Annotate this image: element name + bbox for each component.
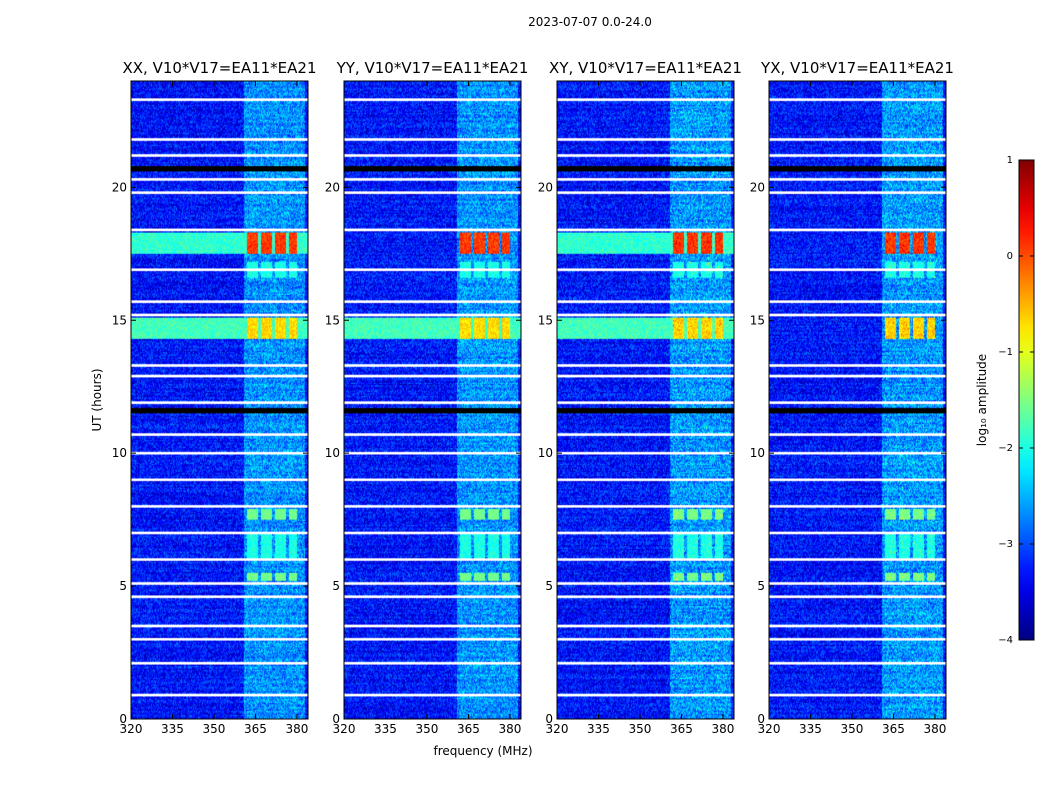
x-tick-label: 335: [587, 722, 610, 736]
panel-title: YX, V10*V17=EA11*EA21: [760, 59, 954, 77]
x-tick-label: 380: [285, 722, 308, 736]
x-tick-label: 365: [882, 722, 905, 736]
y-tick-label: 20: [325, 180, 340, 194]
colorbar-tick-label: 0: [1007, 251, 1013, 262]
x-tick-label: 365: [457, 722, 480, 736]
y-tick-label: 0: [757, 712, 765, 726]
y-tick-label: 0: [545, 712, 553, 726]
y-tick-label: 20: [112, 180, 127, 194]
x-tick-label: 350: [416, 722, 439, 736]
y-tick-label: 10: [112, 446, 127, 460]
y-tick-label: 20: [750, 180, 765, 194]
axes-frame: [768, 80, 947, 720]
y-tick-label: 20: [538, 180, 553, 194]
y-tick-label: 5: [545, 579, 553, 593]
y-axis-label: UT (hours): [90, 368, 104, 431]
y-tick-label: 5: [119, 579, 127, 593]
x-tick-label: 365: [244, 722, 267, 736]
spectrogram-xy: [557, 81, 734, 719]
panel-xx: XX, V10*V17=EA11*EA21 320 335 350 365 380 0 5 10…: [112, 59, 317, 736]
figure-suptitle: 2023-07-07 0.0-24.0: [528, 15, 652, 29]
y-tick-label: 5: [332, 579, 340, 593]
panel-title: XX, V10*V17=EA11*EA21: [122, 59, 316, 77]
y-tick-label: 15: [538, 313, 553, 327]
y-tick-label: 15: [112, 313, 127, 327]
x-axis-label: frequency (MHz): [433, 744, 532, 758]
axes-frame: [130, 80, 309, 720]
panel-yx: YX, V10*V17=EA11*EA21 320 335 350 365 380 0 5 10…: [750, 59, 954, 736]
x-tick-label: 380: [498, 722, 521, 736]
colorbar: 1 0 −1 −2 −3 −4 log₁₀ amplitude: [975, 155, 1035, 646]
panel-xy: XY, V10*V17=EA11*EA21 320 335 350 365 380 0 5 10…: [538, 59, 742, 736]
x-tick-label: 335: [374, 722, 397, 736]
y-tick-label: 10: [750, 446, 765, 460]
x-tick-label: 320: [758, 722, 781, 736]
colorbar-tick-label: −1: [998, 347, 1013, 358]
spectrogram-xx: [131, 81, 308, 719]
y-tick-label: 0: [332, 712, 340, 726]
y-tick-label: 5: [757, 579, 765, 593]
colorbar-tick-label: −4: [998, 635, 1013, 646]
x-tick-label: 380: [711, 722, 734, 736]
panels-group: XX, V10*V17=EA11*EA21 320 335 350 365 380 0 5 10…: [112, 59, 954, 736]
x-tick-label: 320: [546, 722, 569, 736]
colorbar-tick-label: −3: [998, 539, 1013, 550]
x-tick-label: 320: [333, 722, 356, 736]
y-tick-label: 10: [538, 446, 553, 460]
spectrogram-yy: [344, 81, 521, 719]
x-tick-label: 320: [120, 722, 143, 736]
colorbar-label: log₁₀ amplitude: [975, 354, 989, 446]
colorbar-gradient: [1018, 159, 1035, 641]
panel-title: YY, V10*V17=EA11*EA21: [336, 59, 529, 77]
y-tick-label: 10: [325, 446, 340, 460]
y-tick-label: 15: [750, 313, 765, 327]
axes-frame: [343, 80, 522, 720]
y-tick-label: 0: [119, 712, 127, 726]
x-tick-label: 335: [799, 722, 822, 736]
axes-frame: [556, 80, 735, 720]
x-tick-label: 350: [629, 722, 652, 736]
x-tick-label: 350: [203, 722, 226, 736]
y-tick-label: 15: [325, 313, 340, 327]
x-tick-label: 350: [841, 722, 864, 736]
colorbar-tick-label: −2: [998, 443, 1013, 454]
x-tick-label: 380: [923, 722, 946, 736]
colorbar-tick-label: 1: [1007, 155, 1013, 166]
spectrogram-yx: [769, 81, 946, 719]
x-tick-label: 365: [670, 722, 693, 736]
panel-title: XY, V10*V17=EA11*EA21: [549, 59, 742, 77]
x-tick-label: 335: [161, 722, 184, 736]
panel-yy: YY, V10*V17=EA11*EA21 320 335 350 365 380 0 5 10…: [325, 59, 529, 736]
